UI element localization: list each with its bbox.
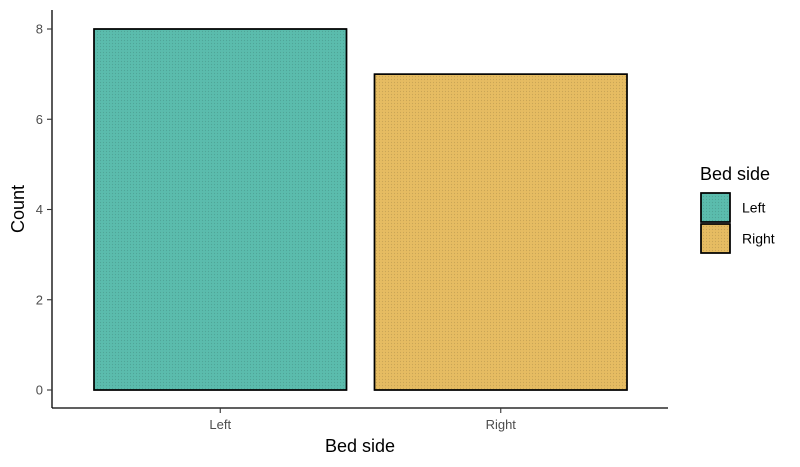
y-tick-label: 0: [36, 383, 43, 398]
legend-swatch-texture: [700, 223, 731, 254]
bar-texture: [373, 73, 628, 391]
y-tick-label: 4: [36, 202, 43, 217]
bars-layer: [93, 28, 628, 391]
legend-label: Right: [742, 231, 775, 247]
legend-label: Left: [742, 200, 765, 216]
bar-right: [373, 73, 628, 391]
legend: Bed side Left Right: [700, 164, 775, 254]
legend-title: Bed side: [700, 164, 770, 184]
x-tick-label: Left: [209, 417, 231, 432]
bar-left: [93, 28, 348, 391]
legend-items: Left Right: [700, 192, 775, 254]
y-tick-label: 6: [36, 112, 43, 127]
x-ticks: Left Right: [209, 408, 516, 432]
bar-texture: [93, 28, 348, 391]
y-tick-label: 2: [36, 292, 43, 307]
legend-swatch-texture: [700, 192, 731, 223]
x-tick-label: Right: [486, 417, 517, 432]
y-axis-title: Count: [8, 185, 28, 233]
legend-item-left: Left: [700, 192, 765, 223]
y-ticks: 0 2 4 6 8: [36, 22, 52, 398]
y-tick-label: 8: [36, 22, 43, 37]
legend-item-right: Right: [700, 223, 775, 254]
x-axis-title: Bed side: [325, 436, 395, 456]
